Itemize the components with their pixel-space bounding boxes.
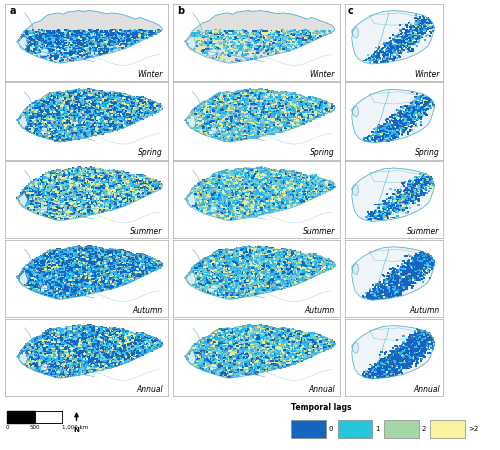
Text: 0: 0 [329,426,334,432]
Text: Spring: Spring [415,148,440,157]
Text: 1: 1 [376,426,380,432]
Text: 0: 0 [6,425,9,430]
Text: c: c [348,6,354,16]
Text: a: a [10,6,16,16]
Text: Annual: Annual [136,385,162,394]
Text: Winter: Winter [310,70,335,79]
Text: b: b [178,6,184,16]
Text: Autumn: Autumn [304,306,335,315]
Text: 1,000 km: 1,000 km [62,425,88,430]
Text: Autumn: Autumn [410,306,440,315]
Text: Spring: Spring [310,148,335,157]
Bar [384,420,419,437]
Text: Winter: Winter [414,70,440,79]
Text: Annual: Annual [308,385,335,394]
Text: Summer: Summer [302,227,335,236]
Text: Winter: Winter [137,70,162,79]
Text: Autumn: Autumn [132,306,162,315]
Text: Annual: Annual [413,385,440,394]
Text: Temporal lags: Temporal lags [291,403,352,412]
Text: Summer: Summer [407,227,440,236]
Text: Spring: Spring [138,148,162,157]
Text: Summer: Summer [130,227,162,236]
Text: N: N [74,428,80,433]
Bar [291,420,326,437]
Bar [430,420,465,437]
Text: 2: 2 [422,426,426,432]
Text: 500: 500 [30,425,40,430]
Text: >2: >2 [468,426,478,432]
Bar [338,420,372,437]
